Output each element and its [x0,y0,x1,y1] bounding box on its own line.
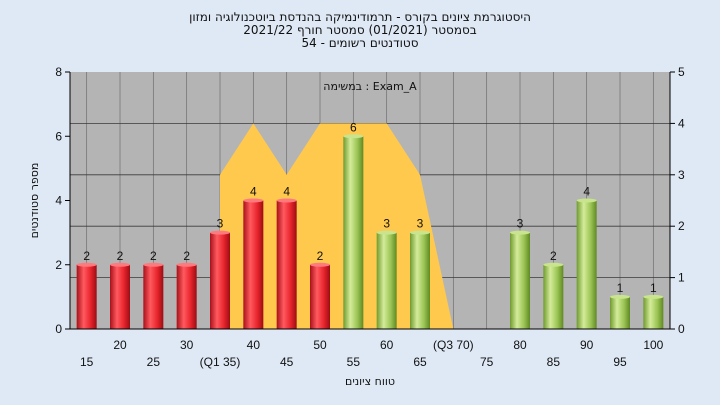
bar-value-label: 3 [383,217,390,231]
bar-value-label: 1 [617,281,624,295]
bar [576,200,597,329]
bar-cap [543,262,564,267]
x-tick-label: (Q1 35) [200,355,241,369]
x-tick-label: 100 [643,338,663,352]
chart-title-line-1: היסטוגרמת ציונים בקורס - תרמודינמיקה בהנ… [189,10,531,24]
chart-title-line-2: בסמסטר (01/2021) סמסטר חורף 2021/22 [243,23,477,37]
x-tick-label: 75 [480,355,494,369]
y-tick-label: 8 [55,65,62,79]
x-tick-label: 95 [613,355,627,369]
x-tick-label: 85 [547,355,561,369]
bar [110,264,130,329]
x-tick-label: 30 [180,338,194,352]
bar-cap [510,230,530,235]
x-tick-label: (Q3 70) [433,338,474,352]
bars-group [76,134,664,329]
x-tick-label: 15 [80,355,94,369]
bar-cap [143,262,164,267]
y-tick-label: 6 [55,129,62,143]
x-axis-ticks: 15 20 25 30 (Q1 35) 40 45 50 55 60 65 (Q3 70) 75 80 85… [80,338,664,369]
bar [210,232,230,329]
y-tick-label: 4 [55,194,62,208]
bar-value-label: 2 [317,249,324,263]
bar-cap [643,294,664,299]
x-tick-label: 80 [513,338,527,352]
chart-title-line-3: סטודנטים רשומים - 54 [301,36,419,50]
chart-annotation: במשימה : Exam_A [323,80,417,93]
x-tick-label: 50 [313,338,327,352]
bar-value-label: 4 [283,185,290,199]
bar-value-label: 4 [250,185,257,199]
bar [76,264,97,329]
x-tick-label: 65 [413,355,427,369]
bar [543,264,564,329]
bar-cap [110,262,130,267]
bar-cap [276,198,297,203]
bar-value-label: 4 [583,185,590,199]
bar-value-label: 2 [83,249,90,263]
x-axis-label: טווח ציונים [345,375,395,388]
bar [143,264,164,329]
bar-value-label: 1 [650,281,657,295]
bar-value-label: 2 [117,249,124,263]
x-tick-label: 40 [247,338,261,352]
bar [376,232,397,329]
y2-tick-label: 1 [678,271,685,285]
bar-cap [343,134,364,139]
bar-value-label: 2 [183,249,190,263]
bar [243,200,264,329]
bar [176,264,197,329]
y2-tick-label: 3 [678,168,685,182]
bar [343,136,364,329]
bar-value-labels: 2 2 2 2 3 4 4 2 6 3 3 3 2 4 1 1 [83,120,657,295]
y-axis-ticks: 0 2 4 6 8 [55,65,70,336]
x-tick-label: 55 [347,355,361,369]
bar-cap [410,230,430,235]
x-tick-label: 45 [280,355,294,369]
bar-value-label: 3 [517,217,524,231]
bar [410,232,430,329]
bar-value-label: 2 [550,249,557,263]
bar [643,296,664,329]
y-tick-label: 2 [55,258,62,272]
bar-cap [176,262,197,267]
bar [510,232,530,329]
x-tick-label: 20 [113,338,127,352]
bar [276,200,297,329]
bar-cap [310,262,330,267]
y2-tick-label: 2 [678,219,685,233]
bar-value-label: 3 [217,217,224,231]
y-tick-label: 0 [55,322,62,336]
bar-cap [243,198,264,203]
y2-tick-label: 0 [678,322,685,336]
bar-value-label: 6 [350,120,357,134]
y2-axis-ticks: 0 1 2 3 4 5 [670,65,685,336]
bar-cap [376,230,397,235]
bar [610,296,630,329]
y2-tick-label: 4 [678,116,685,130]
bar [310,264,330,329]
x-tick-label: 90 [580,338,594,352]
y2-tick-label: 5 [678,65,685,79]
bar-cap [576,198,597,203]
bar-value-label: 3 [417,217,424,231]
bar-cap [76,262,97,267]
bar-cap [610,294,630,299]
x-tick-label: 60 [380,338,394,352]
y-axis-label: מספר סטודנטים [28,163,41,239]
x-tick-label: 25 [147,355,161,369]
bar-cap [210,230,230,235]
bar-value-label: 2 [150,249,157,263]
